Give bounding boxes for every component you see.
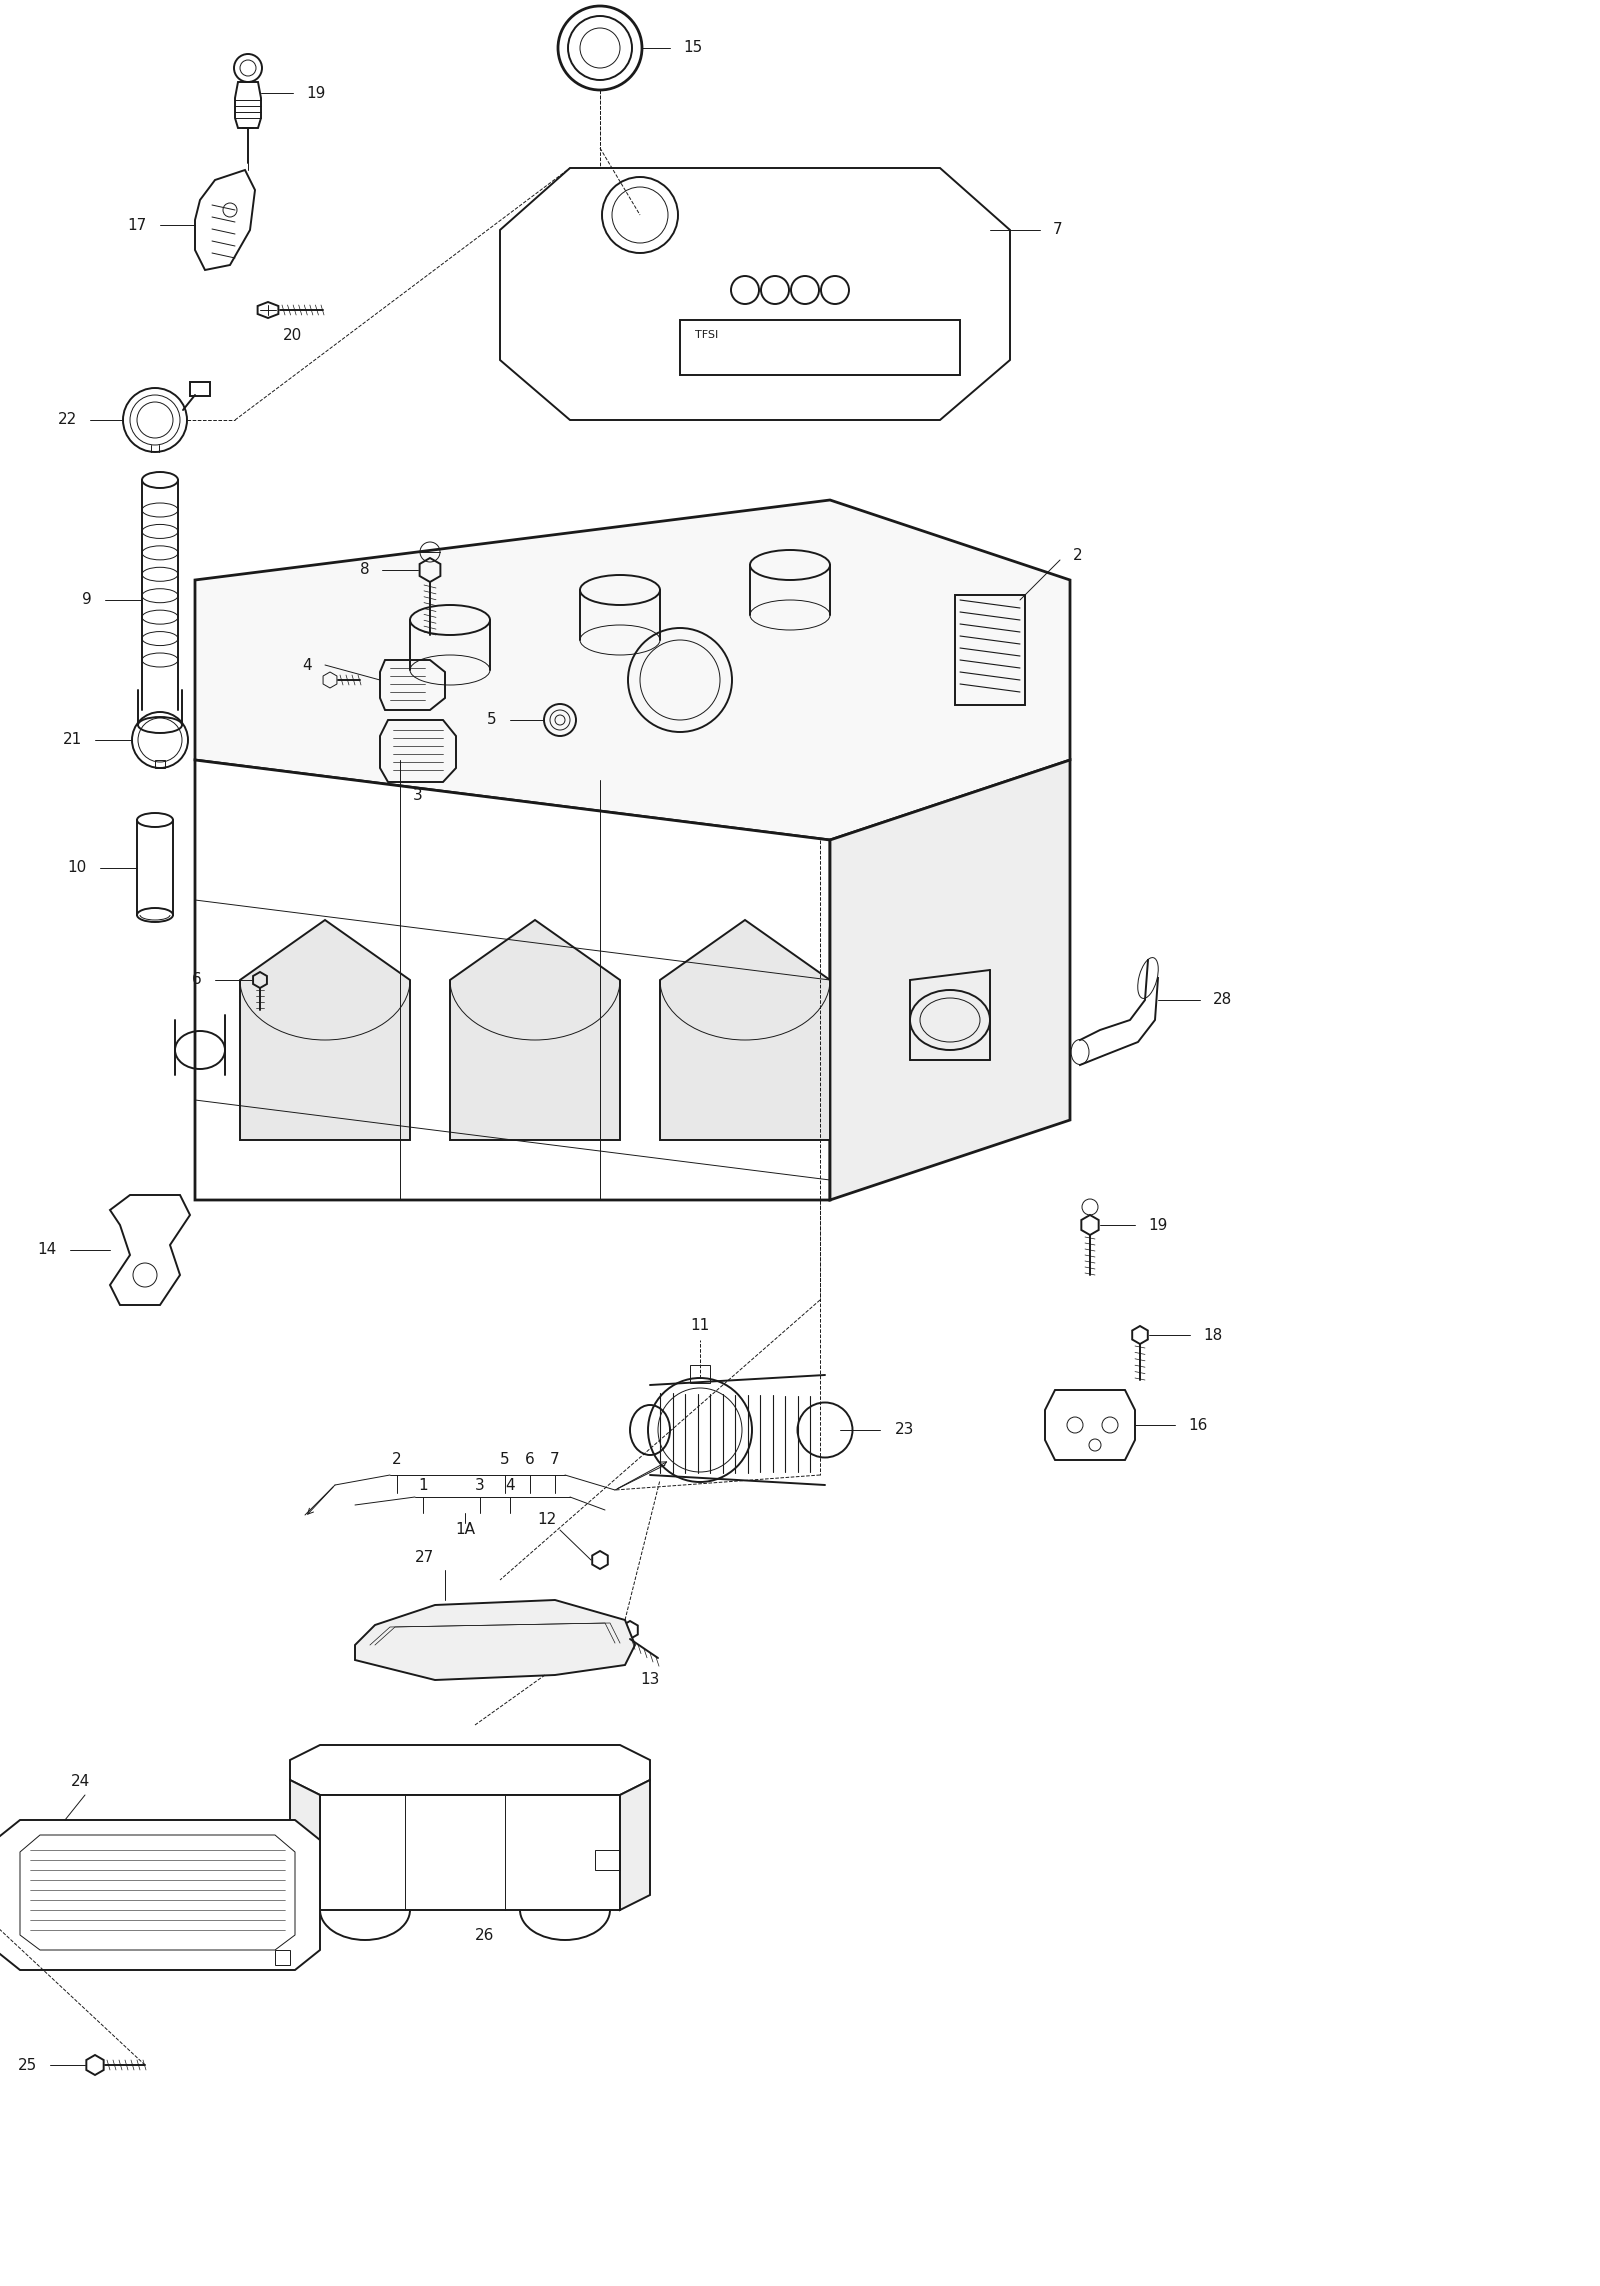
Bar bbox=[190, 382, 210, 395]
Text: 11: 11 bbox=[690, 1317, 710, 1333]
Polygon shape bbox=[195, 501, 1070, 839]
Text: 1A: 1A bbox=[454, 1522, 475, 1538]
Bar bbox=[680, 320, 960, 375]
Text: 24: 24 bbox=[70, 1774, 90, 1790]
Text: 25: 25 bbox=[18, 2057, 37, 2073]
Text: 5: 5 bbox=[488, 713, 498, 727]
Polygon shape bbox=[290, 1744, 650, 1795]
Text: 6: 6 bbox=[192, 972, 202, 988]
Text: 19: 19 bbox=[306, 85, 325, 101]
Polygon shape bbox=[499, 167, 1010, 421]
Text: 22: 22 bbox=[58, 411, 77, 427]
Text: 17: 17 bbox=[128, 217, 147, 233]
Text: 12: 12 bbox=[538, 1513, 557, 1527]
Text: 18: 18 bbox=[1203, 1328, 1222, 1342]
Text: 19: 19 bbox=[1149, 1218, 1168, 1232]
Text: 3: 3 bbox=[413, 786, 422, 802]
Text: 3: 3 bbox=[475, 1477, 485, 1493]
Text: 21: 21 bbox=[62, 732, 82, 748]
Bar bbox=[595, 1849, 621, 1870]
Text: 10: 10 bbox=[67, 860, 86, 876]
Text: 15: 15 bbox=[683, 41, 702, 55]
Bar bbox=[955, 594, 1026, 704]
Polygon shape bbox=[450, 919, 621, 1141]
Text: 4: 4 bbox=[506, 1477, 515, 1493]
Text: 14: 14 bbox=[38, 1244, 58, 1257]
Polygon shape bbox=[195, 759, 830, 1200]
Text: 6: 6 bbox=[525, 1452, 534, 1468]
Polygon shape bbox=[355, 1600, 635, 1680]
Text: 1: 1 bbox=[418, 1477, 427, 1493]
Text: 20: 20 bbox=[283, 327, 302, 343]
Text: 27: 27 bbox=[416, 1550, 435, 1564]
Polygon shape bbox=[621, 1781, 650, 1911]
Polygon shape bbox=[830, 759, 1070, 1200]
Text: 4: 4 bbox=[302, 658, 312, 672]
Text: 2: 2 bbox=[392, 1452, 402, 1468]
Text: 26: 26 bbox=[475, 1927, 494, 1943]
Polygon shape bbox=[0, 1820, 320, 1971]
Text: 5: 5 bbox=[501, 1452, 510, 1468]
Bar bbox=[690, 1365, 710, 1383]
Text: TFSI: TFSI bbox=[694, 329, 718, 341]
Polygon shape bbox=[661, 919, 830, 1141]
Text: 7: 7 bbox=[550, 1452, 560, 1468]
Bar bbox=[275, 1950, 290, 1966]
Text: 2: 2 bbox=[1074, 549, 1083, 562]
Text: 9: 9 bbox=[82, 592, 93, 608]
Bar bbox=[155, 759, 165, 768]
Polygon shape bbox=[320, 1795, 621, 1911]
Polygon shape bbox=[240, 919, 410, 1141]
Text: 28: 28 bbox=[1213, 992, 1232, 1008]
Text: 7: 7 bbox=[1053, 222, 1062, 238]
Text: 23: 23 bbox=[894, 1422, 914, 1438]
Polygon shape bbox=[290, 1781, 320, 1911]
Text: 16: 16 bbox=[1187, 1417, 1208, 1433]
Text: 8: 8 bbox=[360, 562, 370, 578]
Text: 13: 13 bbox=[640, 1673, 659, 1687]
